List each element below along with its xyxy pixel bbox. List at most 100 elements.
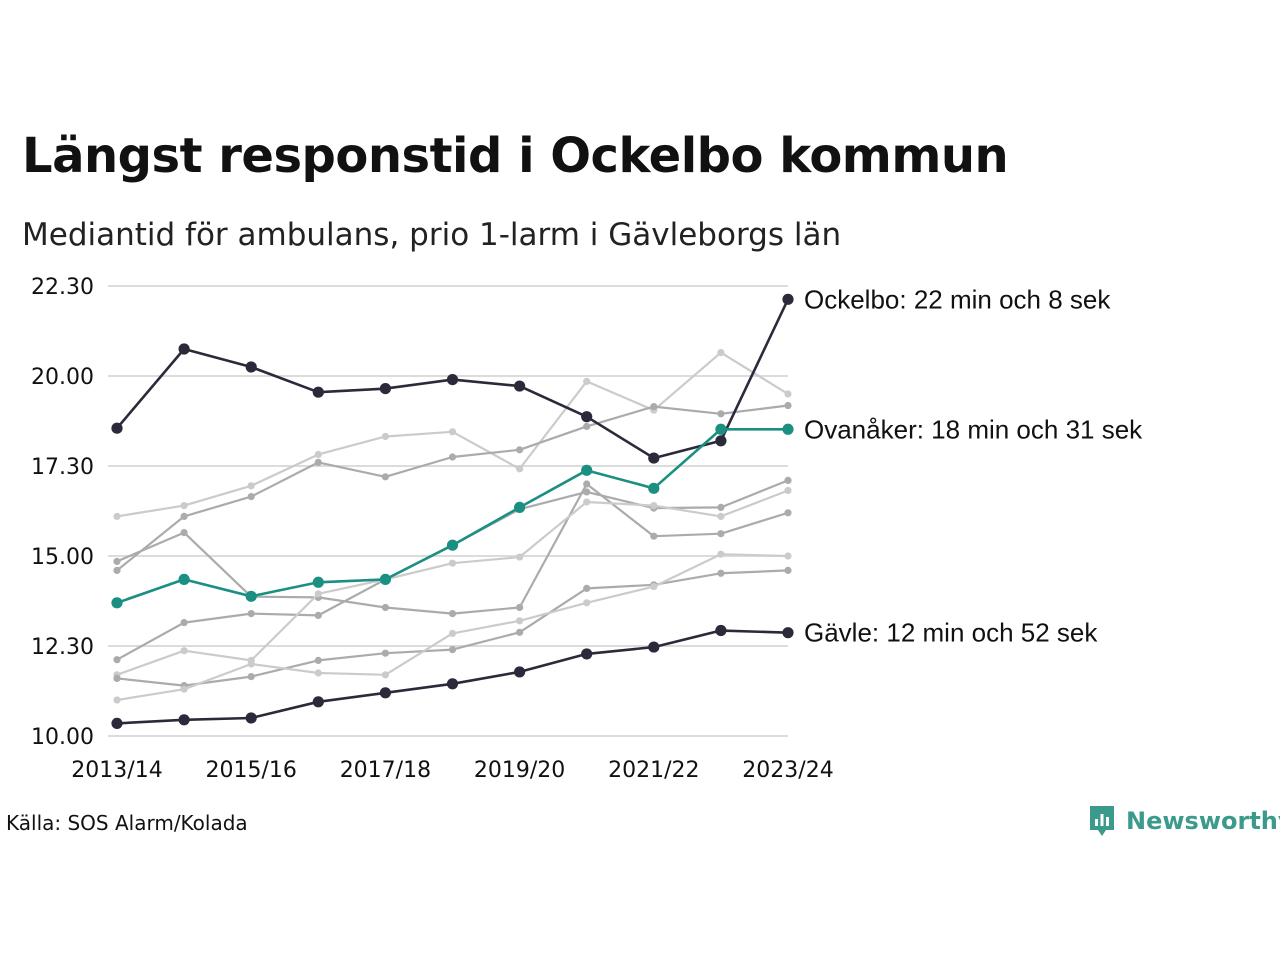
data-point	[314, 611, 322, 620]
x-tick-label: 2023/24	[742, 758, 833, 783]
data-point	[448, 610, 457, 618]
data-point	[446, 374, 459, 386]
data-point	[113, 566, 121, 575]
data-point	[314, 450, 322, 459]
data-point	[514, 666, 526, 678]
data-point	[381, 649, 389, 657]
data-point	[178, 573, 190, 586]
data-point	[581, 411, 593, 423]
data-point	[180, 619, 188, 627]
end-label-ockelbo: Ockelbo: 22 min och 8 sek	[804, 284, 1111, 314]
end-label-ovanåker: Ovanåker: 18 min och 31 sek	[804, 414, 1143, 444]
data-point	[516, 603, 524, 612]
data-point	[448, 629, 457, 638]
series-other-9	[113, 550, 792, 704]
data-point	[648, 482, 660, 494]
background-series	[113, 349, 792, 704]
x-tick-label: 2021/22	[608, 758, 699, 783]
data-point	[245, 712, 257, 724]
x-tick-label: 2013/14	[71, 758, 162, 783]
series-ockelbo	[111, 293, 794, 464]
end-labels: Ockelbo: 22 min och 8 sek Ovanåker: 18 mi…	[804, 284, 1143, 647]
data-point	[782, 423, 794, 435]
data-point	[650, 532, 658, 540]
data-point	[782, 293, 794, 305]
data-point	[180, 502, 188, 510]
data-point	[180, 685, 188, 693]
data-point	[379, 687, 391, 699]
data-point	[247, 482, 255, 490]
highlight-series	[111, 293, 794, 730]
data-point	[379, 573, 391, 586]
data-point	[381, 671, 389, 679]
data-point	[583, 584, 591, 593]
series-other-3	[113, 349, 792, 521]
x-axis-ticks: 2013/14 2015/16 2017/18 2019/20 2021/22 2023/…	[71, 758, 833, 783]
data-point	[180, 529, 188, 537]
data-point	[514, 501, 526, 513]
data-point	[448, 559, 457, 567]
data-point	[247, 610, 255, 618]
data-point	[782, 627, 794, 639]
series-line	[115, 553, 790, 702]
data-point	[516, 628, 524, 636]
data-point	[379, 383, 391, 395]
y-tick-label: 17.30	[31, 455, 94, 480]
data-point	[583, 599, 591, 607]
data-point	[247, 673, 255, 681]
series-other-4	[113, 401, 792, 575]
data-point	[516, 617, 524, 625]
series-ovanåker	[111, 423, 794, 609]
data-point	[446, 678, 459, 690]
data-point	[715, 624, 727, 637]
data-point	[312, 386, 324, 398]
y-tick-label: 22.30	[31, 275, 94, 300]
data-point	[516, 553, 524, 561]
y-tick-label: 10.00	[31, 725, 94, 750]
x-tick-label: 2017/18	[340, 758, 431, 783]
y-tick-label: 20.00	[31, 365, 94, 390]
data-point	[648, 452, 660, 464]
data-point	[381, 432, 389, 441]
data-point	[516, 465, 524, 473]
data-point	[648, 641, 660, 653]
data-point	[381, 473, 389, 481]
brand-logo[interactable]: Newsworthy	[1088, 804, 1280, 838]
chart-subtitle: Mediantid för ambulans, prio 1-larm i Gä…	[22, 217, 842, 253]
data-point	[314, 656, 322, 665]
data-point	[381, 603, 389, 612]
data-point	[784, 401, 792, 410]
end-label-gävle: Gävle: 12 min och 52 sek	[804, 618, 1098, 648]
data-point	[247, 660, 255, 668]
data-point	[113, 557, 121, 566]
data-point	[111, 597, 123, 609]
data-point	[180, 647, 188, 655]
data-point	[717, 550, 725, 558]
data-point	[583, 488, 591, 496]
data-point	[784, 509, 792, 517]
data-point	[583, 480, 591, 488]
data-point	[583, 422, 591, 430]
data-point	[717, 512, 725, 521]
data-point	[446, 539, 459, 551]
data-point	[247, 493, 255, 501]
data-point	[312, 696, 324, 708]
data-point	[113, 674, 121, 683]
data-point	[113, 512, 121, 521]
data-point	[314, 590, 322, 598]
newsworthy-logo-icon	[1090, 806, 1114, 836]
data-point	[784, 476, 792, 484]
data-point	[650, 583, 658, 591]
data-point	[180, 512, 188, 521]
data-point	[111, 422, 123, 434]
x-tick-label: 2019/20	[474, 758, 565, 783]
data-point	[448, 453, 457, 461]
data-point	[581, 648, 593, 660]
data-point	[650, 403, 658, 411]
y-axis-ticks: 10.00 12.30 15.00 17.30 20.00 22.30	[31, 275, 94, 750]
gridlines	[108, 285, 788, 737]
data-point	[583, 498, 591, 506]
data-point	[113, 696, 121, 704]
data-point	[245, 590, 257, 602]
